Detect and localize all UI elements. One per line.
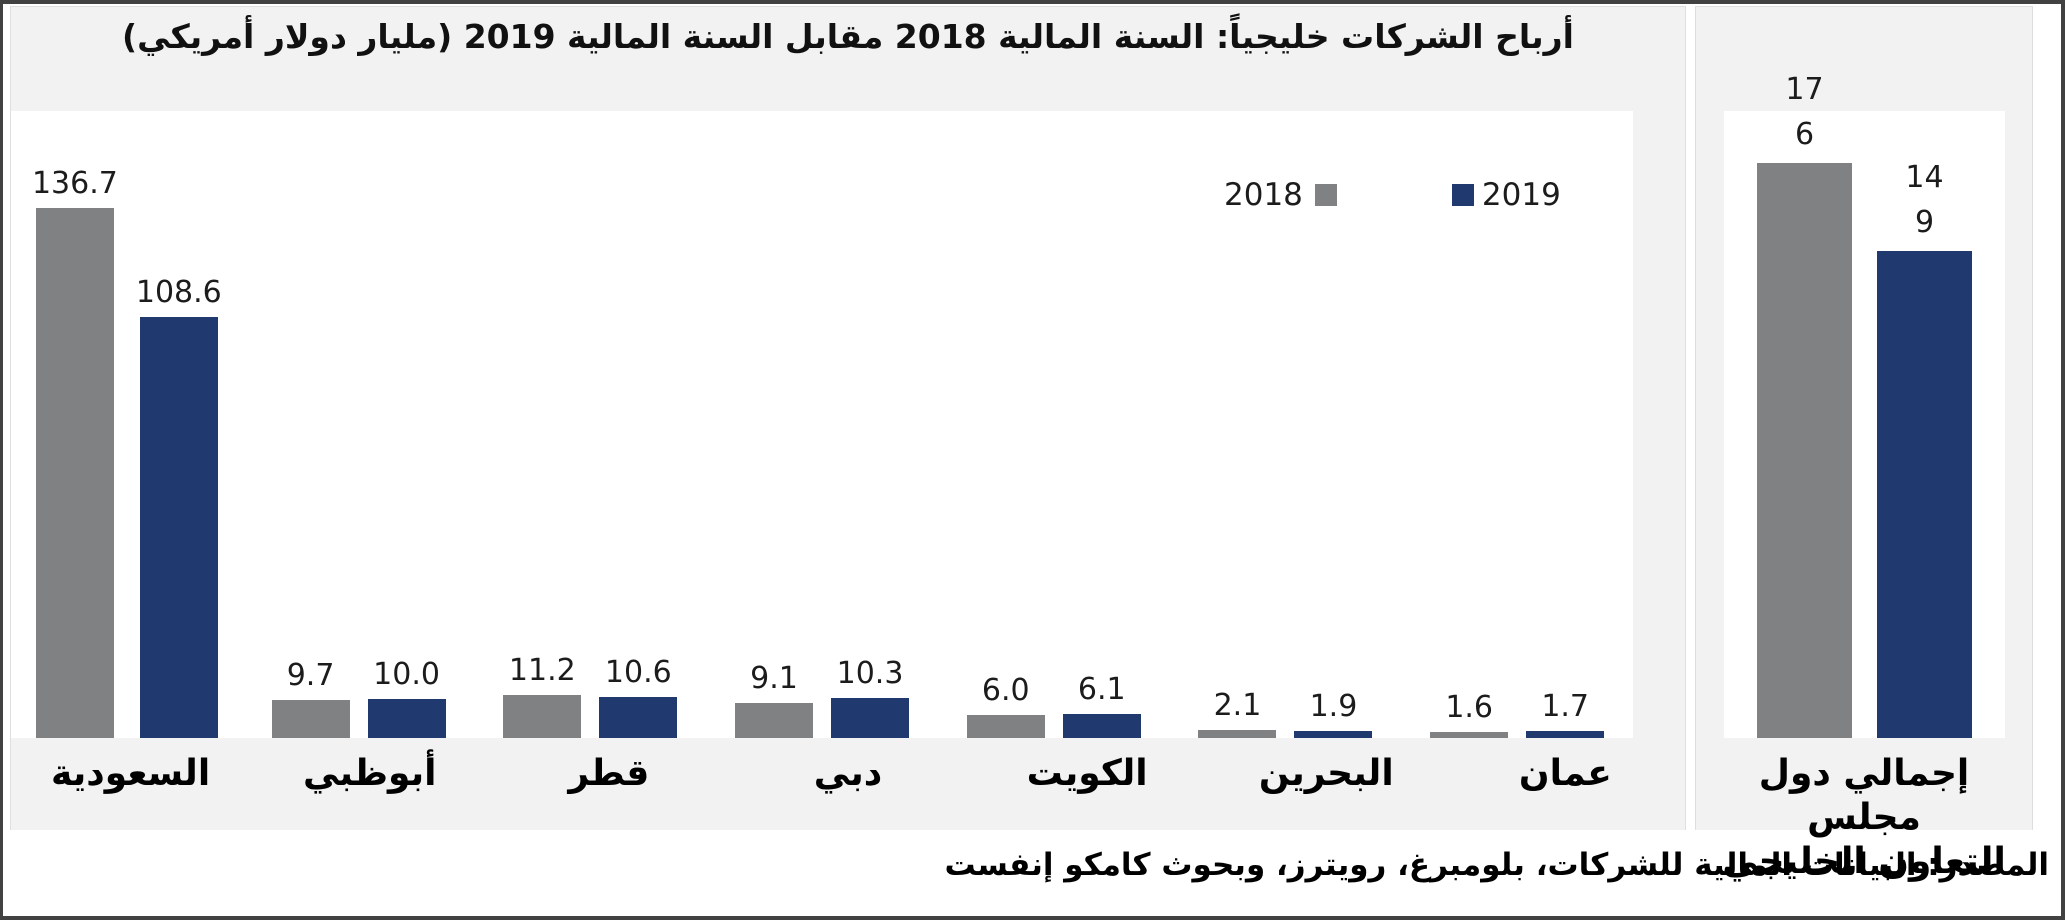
bar-value-label: 14 9 [1905, 160, 1944, 240]
bar-value-label: 9.1 [750, 661, 798, 696]
legend-label-2018: 2018 [1224, 177, 1303, 213]
bar-value-label: 108.6 [135, 275, 222, 310]
bar-2019 [1526, 731, 1605, 738]
bar-2018-wrap: 2.1 [1198, 688, 1277, 738]
bar-2018-wrap: 9.1 [735, 661, 814, 738]
bar-2018 [1430, 732, 1509, 738]
gcc-bar-2018 [1757, 163, 1852, 738]
bar-2019-wrap: 10.6 [599, 655, 678, 738]
main-chart-panel: أرباح الشركات خليجياً: السنة المالية 201… [10, 6, 1686, 830]
gcc-total-panel: 17 6 14 9 إجمالي دول مجلس التعاون الخليجي [1695, 6, 2033, 882]
bar-value-label: 10.0 [373, 657, 440, 692]
bar-group-0: 136.7 108.6 [11, 111, 243, 738]
main-plot-area: 2018 2019 136.7 108.6 9.7 10.0 11.2 10.6 9.1 10… [11, 111, 1633, 738]
bar-2018-wrap: 6.0 [966, 673, 1045, 738]
bar-group-2: 11.2 10.6 [474, 111, 706, 738]
bar-2019-wrap: 108.6 [136, 275, 222, 738]
gcc-bar-2019 [1877, 251, 1972, 738]
category-label: أبوظبي [302, 753, 437, 794]
legend-swatch-2018 [1314, 184, 1337, 206]
bar-2019 [1062, 714, 1141, 738]
bar-2019 [367, 699, 446, 738]
category-label: السعودية [50, 753, 211, 794]
bar-2019-wrap: 6.1 [1062, 672, 1141, 738]
bar-2018-wrap: 11.2 [503, 653, 582, 738]
bar-value-label: 1.6 [1445, 690, 1494, 725]
bar-value-label: 1.9 [1309, 689, 1358, 724]
gcc-bar-2019-wrap: 14 9 [1877, 155, 1972, 738]
gcc-category-label-band: إجمالي دول مجلس التعاون الخليجي [1696, 738, 2032, 882]
gcc-category-label: إجمالي دول مجلس التعاون الخليجي [1722, 753, 2006, 882]
category-label: الكويت [1026, 753, 1148, 794]
category-label: قطر [568, 753, 650, 794]
bar-2018-wrap: 1.6 [1430, 690, 1509, 738]
bar-group-3: 9.1 10.3 [706, 111, 938, 738]
bar-value-label: 10.3 [836, 656, 904, 691]
category-label: البحرين [1258, 753, 1394, 794]
legend-label-2019: 2019 [1481, 177, 1561, 213]
gcc-bar-group-0: 17 6 14 9 [1724, 72, 2005, 738]
bar-2019-wrap: 1.7 [1526, 689, 1605, 738]
category-label: عمان [1518, 753, 1612, 794]
bar-value-label: 17 6 [1785, 72, 1824, 152]
bar-2019 [1294, 731, 1373, 738]
legend-swatch-2019 [1451, 184, 1474, 206]
bar-2018 [35, 208, 114, 738]
bar-2018-wrap: 136.7 [32, 166, 118, 738]
bar-group-1: 9.7 10.0 [243, 111, 475, 738]
bar-2019 [831, 698, 910, 738]
bar-value-label: 9.7 [286, 658, 335, 693]
bar-2019 [599, 697, 678, 738]
gcc-bar-group: 17 6 14 9 [1724, 72, 2005, 738]
bar-2018-wrap: 9.7 [271, 658, 350, 738]
bar-2019-wrap: 10.3 [831, 656, 910, 738]
bar-group-5: 2.1 1.9 [1170, 111, 1402, 738]
category-label: دبي [813, 753, 883, 794]
bar-2018 [735, 703, 814, 738]
chart-title: أرباح الشركات خليجياً: السنة المالية 201… [122, 17, 1574, 56]
bar-value-label: 11.2 [508, 653, 576, 688]
bar-value-label: 1.7 [1541, 689, 1590, 724]
gcc-plot-area: 17 6 14 9 [1724, 72, 2005, 738]
gcc-bar-2018-wrap: 17 6 [1757, 67, 1852, 738]
bar-value-label: 136.7 [31, 166, 118, 201]
bar-value-label: 2.1 [1213, 688, 1262, 723]
bar-2018 [503, 695, 582, 738]
bar-2019-wrap: 10.0 [367, 657, 446, 738]
bar-value-label: 6.1 [1077, 672, 1126, 707]
bar-2019-wrap: 1.9 [1294, 689, 1373, 738]
bar-group-4: 6.0 6.1 [938, 111, 1170, 738]
bar-value-label: 6.0 [981, 673, 1030, 708]
source-note: المصدر: البيانات المالية للشركات، بلومبر… [944, 847, 2049, 883]
legend: 2018 2019 [1224, 177, 1561, 213]
bar-group-6: 1.6 1.7 [1401, 111, 1633, 738]
bar-2018 [1198, 730, 1277, 738]
bar-2018 [966, 715, 1045, 738]
bar-2018 [271, 700, 350, 738]
bar-groups: 136.7 108.6 9.7 10.0 11.2 10.6 9.1 10.3 6.0 6.1 2.… [11, 111, 1633, 738]
category-label-band: السعودية أبوظبي قطر دبي الكويت البحرين عمان [11, 738, 1685, 830]
bar-value-label: 10.6 [604, 655, 672, 690]
bar-2019 [139, 317, 218, 738]
